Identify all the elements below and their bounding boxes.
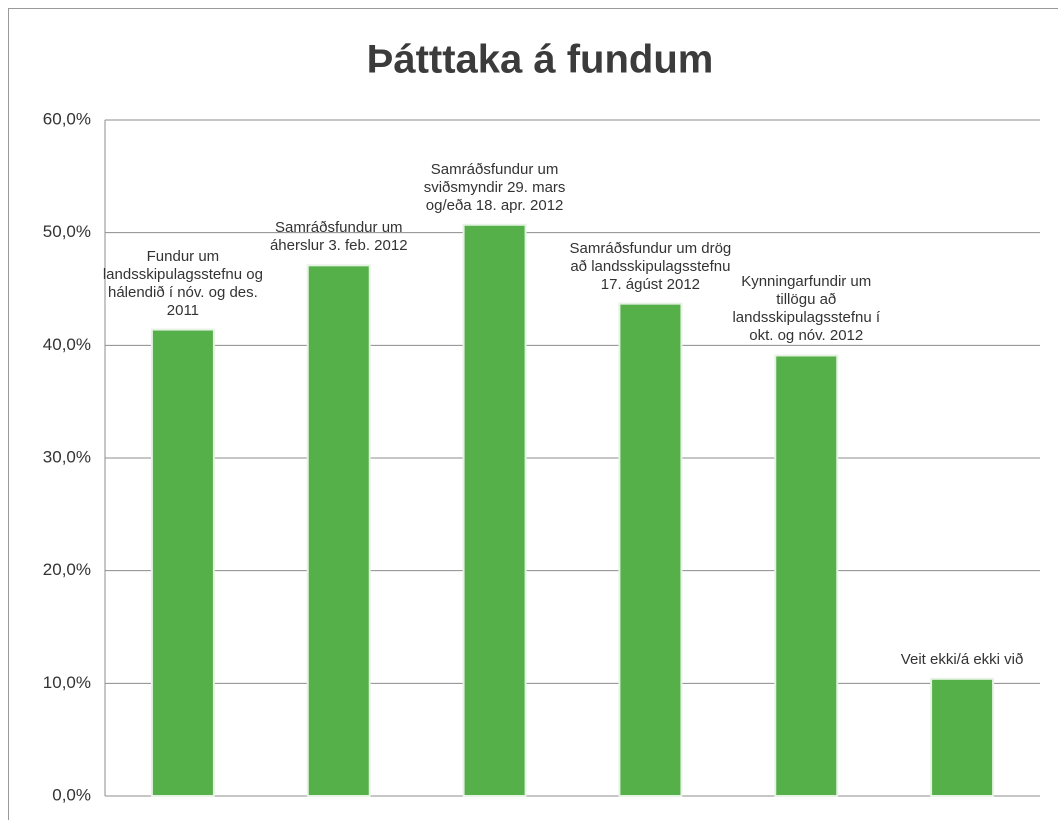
bar xyxy=(930,677,995,797)
y-tick-label: 60,0% xyxy=(43,109,91,128)
bar xyxy=(306,264,371,797)
category-label: Veit ekki/á ekki við xyxy=(900,650,1024,668)
bar xyxy=(150,328,215,797)
category-label: Samráðsfundur um áherslur 3. feb. 2012 xyxy=(269,219,408,255)
chart-border xyxy=(8,8,1058,820)
y-tick-label: 50,0% xyxy=(43,222,91,241)
bar xyxy=(462,223,527,797)
y-tick-label: 10,0% xyxy=(43,673,91,692)
chart-title: Þátttaka á fundum xyxy=(367,38,714,82)
bar xyxy=(774,354,839,797)
category-label: Kynningarfundir um tillögu að landsskipu… xyxy=(732,273,881,345)
bar xyxy=(618,302,683,797)
y-tick-label: 30,0% xyxy=(43,447,91,466)
y-tick-label: 0,0% xyxy=(52,785,91,804)
category-label: Fundur um landsskipulagsstefnu og hálend… xyxy=(102,247,263,319)
category-label: Samráðsfundur um sviðsmyndir 29. mars og… xyxy=(423,160,566,214)
y-tick-label: 40,0% xyxy=(43,335,91,354)
y-tick-label: 20,0% xyxy=(43,560,91,579)
category-label: Samráðsfundur um drög að landsskipulagss… xyxy=(569,239,732,293)
